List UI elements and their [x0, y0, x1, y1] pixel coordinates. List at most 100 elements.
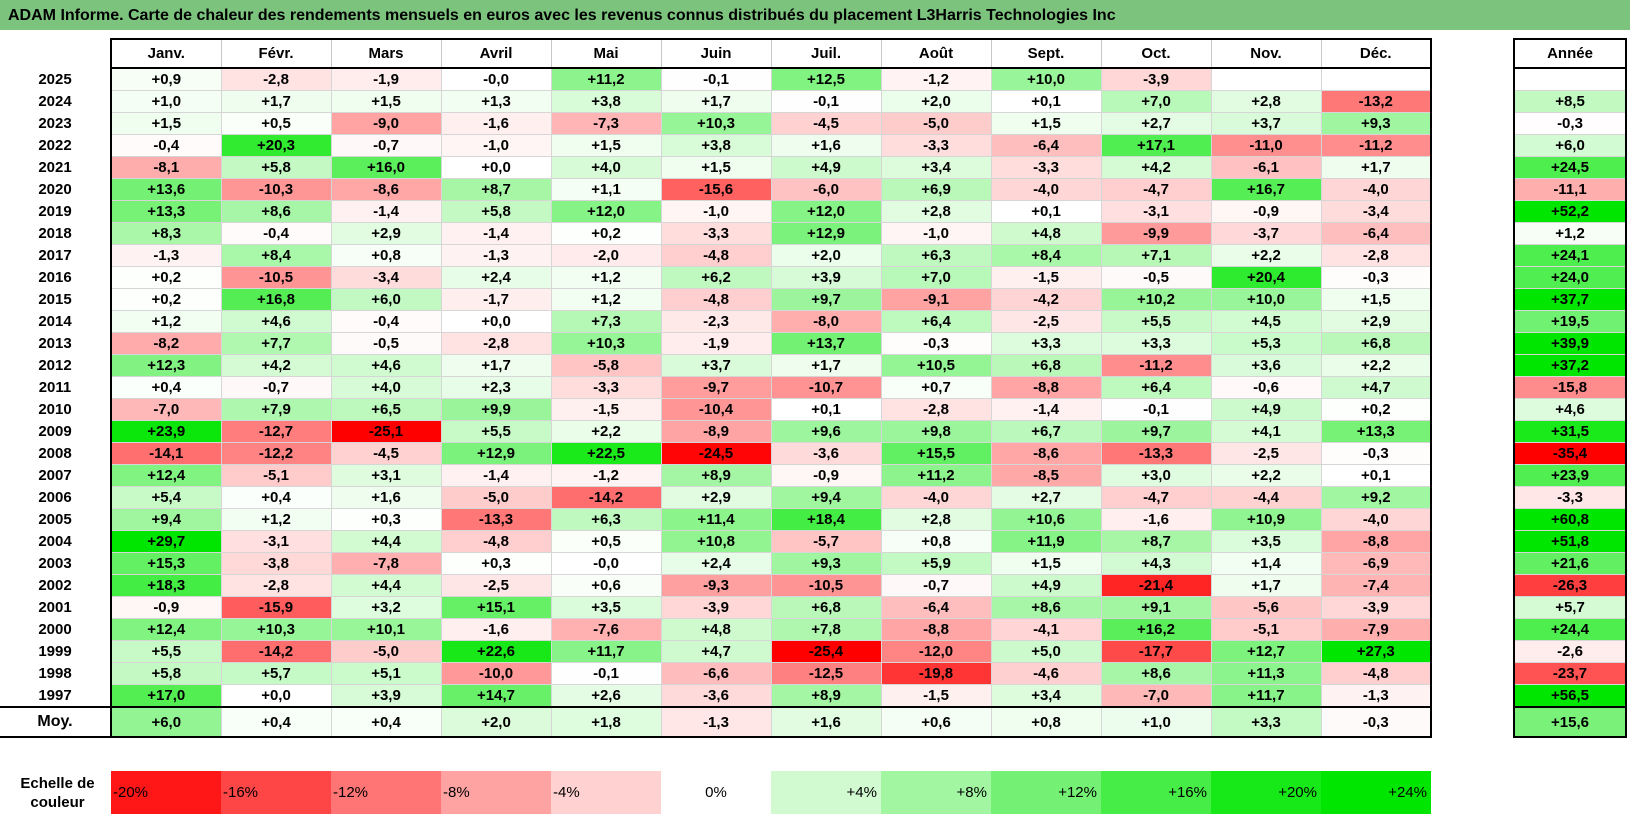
heatmap-cell: -7,0: [110, 398, 222, 421]
heatmap-cell: +4,8: [660, 618, 772, 641]
year-label: 2006: [0, 486, 112, 509]
heatmap-cell: -8,6: [990, 442, 1102, 465]
table-row: 2025 +0,9 -2,8 -1,9 -0,0 +11,2 -0,1 +12,5 -1,2 +1…: [0, 67, 1432, 91]
year-label: 2007: [0, 464, 112, 487]
average-cell: -1,3: [660, 706, 772, 738]
annual-cell: +24,5: [1513, 156, 1627, 179]
heatmap-cell: -4,7: [1100, 178, 1212, 201]
heatmap-cell: -1,0: [880, 222, 992, 245]
heatmap-cell: +2,2: [1320, 354, 1432, 377]
heatmap-cell: +10,2: [1100, 288, 1212, 311]
annual-cell: +4,6: [1513, 398, 1627, 421]
heatmap-cell: +0,2: [110, 288, 222, 311]
heatmap-cell: -25,1: [330, 420, 442, 443]
heatmap-cell: +23,9: [110, 420, 222, 443]
average-cell: +1,6: [770, 706, 882, 738]
heatmap-cell: +3,6: [1210, 354, 1322, 377]
heatmap-cell: -2,8: [220, 574, 332, 597]
legend-swatch: +16%: [1101, 771, 1211, 814]
heatmap-cell: -1,6: [1100, 508, 1212, 531]
heatmap-cell: +12,0: [550, 200, 662, 223]
heatmap-cell: -21,4: [1100, 574, 1212, 597]
heatmap-cell: -3,7: [1210, 222, 1322, 245]
heatmap-cell: +3,2: [330, 596, 442, 619]
heatmap-cell: +6,8: [770, 596, 882, 619]
annual-table: Année +8,5 -0,3 +6,0 +24,5 -11,1 +52,2 +1,2 +24…: [1513, 38, 1627, 738]
heatmap-cell: -6,4: [990, 134, 1102, 157]
heatmap-cell: +5,8: [220, 156, 332, 179]
heatmap-cell: +5,3: [1210, 332, 1322, 355]
legend-swatch: +12%: [991, 771, 1101, 814]
heatmap-cell: +10,1: [330, 618, 442, 641]
heatmap-cell: +1,5: [550, 134, 662, 157]
heatmap-cell: +3,4: [990, 684, 1102, 708]
year-label: 2010: [0, 398, 112, 421]
heatmap-cell: -1,0: [440, 134, 552, 157]
heatmap-cell: -1,5: [880, 684, 992, 708]
heatmap-cell: +4,6: [220, 310, 332, 333]
heatmap-cell: -9,3: [660, 574, 772, 597]
table-row: 2019 +13,3 +8,6 -1,4 +5,8 +12,0 -1,0 +12,0 +2,8 +…: [0, 200, 1432, 223]
average-cell: +0,8: [990, 706, 1102, 738]
heatmap-cell: -12,0: [880, 640, 992, 663]
heatmap-cell: -6,4: [1320, 222, 1432, 245]
heatmap-cell: -4,2: [990, 288, 1102, 311]
heatmap-cell: +0,0: [440, 156, 552, 179]
heatmap-cell: +5,0: [990, 640, 1102, 663]
heatmap-cell: +1,4: [1210, 552, 1322, 575]
heatmap-cell: +6,5: [330, 398, 442, 421]
table-row: 2000 +12,4 +10,3 +10,1 -1,6 -7,6 +4,8 +7,8 -8,8-…: [0, 618, 1432, 641]
heatmap-cell: +7,9: [220, 398, 332, 421]
heatmap-cell: +5,9: [880, 552, 992, 575]
heatmap-cell: +20,3: [220, 134, 332, 157]
heatmap-cell: +6,2: [660, 266, 772, 289]
heatmap-cell: +8,7: [1100, 530, 1212, 553]
heatmap-cell: +13,7: [770, 332, 882, 355]
heatmap-cell: -4,8: [1320, 662, 1432, 685]
annual-cell: +31,5: [1513, 420, 1627, 443]
heatmap-cell: -3,8: [220, 552, 332, 575]
heatmap-cell: +4,8: [990, 222, 1102, 245]
heatmap-cell: -4,0: [990, 178, 1102, 201]
heatmap-cell: +13,3: [110, 200, 222, 223]
heatmap-cell: +1,7: [1320, 156, 1432, 179]
heatmap-cell: -0,1: [660, 67, 772, 91]
annual-cell: -2,6: [1513, 640, 1627, 663]
heatmap-cell: +2,6: [550, 684, 662, 708]
heatmap-cell: +16,2: [1100, 618, 1212, 641]
heatmap-cell: -9,9: [1100, 222, 1212, 245]
heatmap-cell: -8,8: [1320, 530, 1432, 553]
heatmap-cell: +12,4: [110, 618, 222, 641]
heatmap-cell: +4,4: [330, 530, 442, 553]
heatmap-cell: +0,9: [110, 67, 222, 91]
heatmap-cell: +9,1: [1100, 596, 1212, 619]
year-label: 2013: [0, 332, 112, 355]
heatmap-cell: +9,2: [1320, 486, 1432, 509]
heatmap-cell: +0,2: [1320, 398, 1432, 421]
heatmap-cell: -1,3: [110, 244, 222, 267]
heatmap-cell: -3,1: [220, 530, 332, 553]
month-header: Juin: [660, 38, 772, 69]
heatmap-cell: +2,0: [770, 244, 882, 267]
heatmap-cell: +2,4: [440, 266, 552, 289]
heatmap-cell: -12,7: [220, 420, 332, 443]
heatmap-cell: -10,4: [660, 398, 772, 421]
heatmap-cell: +1,2: [550, 288, 662, 311]
heatmap-cell: -4,1: [990, 618, 1102, 641]
month-header: Mars: [330, 38, 442, 69]
heatmap-cell: +5,8: [440, 200, 552, 223]
heatmap-cell: +0,4: [220, 486, 332, 509]
heatmap-cell: +2,9: [1320, 310, 1432, 333]
average-annual-cell: +15,6: [1513, 706, 1627, 738]
table-row: 2006 +5,4 +0,4 +1,6 -5,0 -14,2 +2,9 +9,4 -4,0 +2,…: [0, 486, 1432, 509]
heatmap-cell: +3,3: [990, 332, 1102, 355]
heatmap-cell: -5,1: [220, 464, 332, 487]
heatmap-cell: +1,6: [330, 486, 442, 509]
heatmap-cell: -1,3: [440, 244, 552, 267]
heatmap-cell: -4,5: [770, 112, 882, 135]
heatmap-cell: -8,8: [990, 376, 1102, 399]
heatmap-cell: +9,7: [1100, 420, 1212, 443]
heatmap-cell: +1,3: [440, 90, 552, 113]
legend-swatch: -12%: [331, 771, 441, 814]
heatmap-cell: -1,5: [990, 266, 1102, 289]
